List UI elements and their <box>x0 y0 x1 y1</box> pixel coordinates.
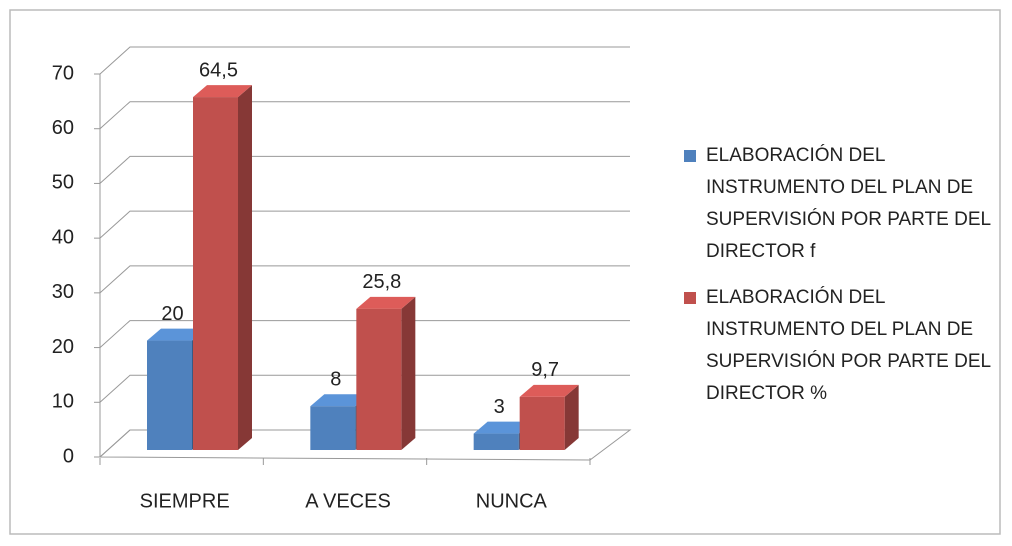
bar-top <box>147 328 206 341</box>
y-tick-label: 30 <box>52 281 74 303</box>
x-tick-label: A VECES <box>305 490 391 512</box>
bar <box>193 97 238 450</box>
bar <box>310 406 356 450</box>
legend: ELABORACIÓN DEL INSTRUMENTO DEL PLAN DE … <box>684 140 994 424</box>
y-tick-label: 50 <box>52 172 74 194</box>
data-label: 9,7 <box>531 359 559 381</box>
grid-line <box>99 155 630 184</box>
grid-line <box>99 101 630 130</box>
grid-line <box>99 374 630 403</box>
legend-item: ELABORACIÓN DEL INSTRUMENTO DEL PLAN DE … <box>684 282 994 410</box>
grid-line <box>99 265 630 294</box>
data-label: 20 <box>161 303 183 325</box>
bar-top <box>473 421 533 434</box>
bar <box>356 308 402 450</box>
chart-border <box>9 9 1001 535</box>
bar-top <box>193 85 252 98</box>
bar-side <box>401 296 416 450</box>
legend-swatch <box>684 292 696 304</box>
bar-top <box>310 394 370 407</box>
bar-top <box>519 384 579 397</box>
data-label: 8 <box>330 369 341 391</box>
legend-label: ELABORACIÓN DEL INSTRUMENTO DEL PLAN DE … <box>706 145 991 262</box>
data-label: 25,8 <box>362 271 401 293</box>
bar <box>473 433 519 450</box>
y-tick-label: 70 <box>52 62 74 84</box>
grid-line <box>99 210 630 239</box>
x-tick-label: NUNCA <box>476 490 548 512</box>
y-tick-label: 0 <box>63 445 74 467</box>
data-label: 3 <box>494 396 505 418</box>
y-tick-label: 10 <box>52 391 74 413</box>
legend-swatch <box>684 150 696 162</box>
grid-line <box>99 46 630 75</box>
legend-label: ELABORACIÓN DEL INSTRUMENTO DEL PLAN DE … <box>706 287 991 404</box>
x-tick-label: SIEMPRE <box>140 490 230 512</box>
y-tick-label: 40 <box>52 226 74 248</box>
data-label: 64,5 <box>199 59 238 81</box>
bar <box>519 396 565 450</box>
bar <box>147 340 192 450</box>
y-tick-label: 60 <box>52 117 74 139</box>
bar-top <box>356 296 416 309</box>
bar-side <box>238 85 252 450</box>
grid-line <box>99 320 630 348</box>
legend-item: ELABORACIÓN DEL INSTRUMENTO DEL PLAN DE … <box>684 140 994 268</box>
bar-side <box>564 384 579 450</box>
y-tick-label: 20 <box>52 336 74 358</box>
